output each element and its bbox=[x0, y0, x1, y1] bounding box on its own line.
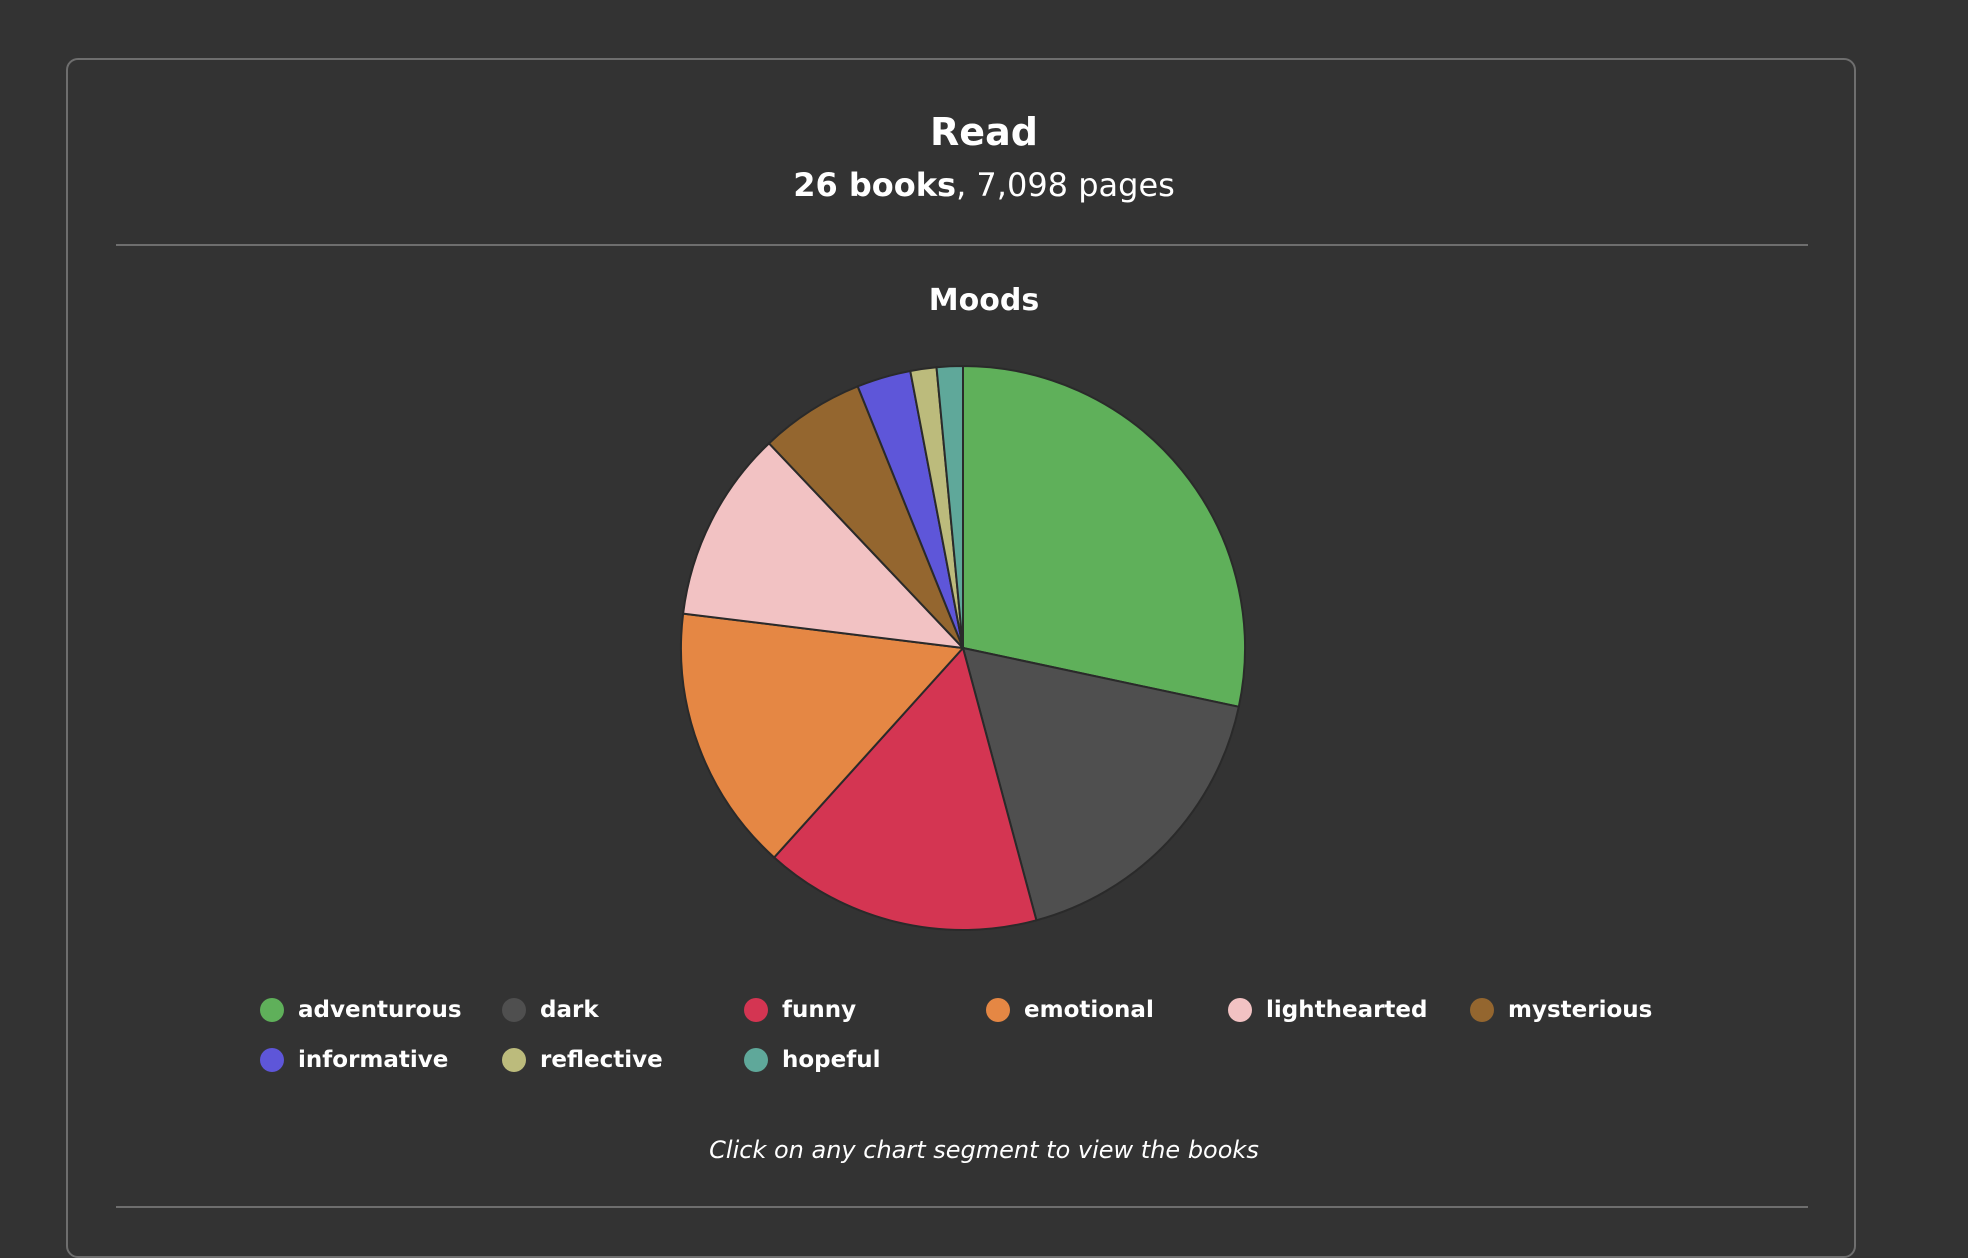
legend-label: funny bbox=[782, 997, 857, 1023]
moods-pie-chart[interactable] bbox=[0, 0, 1968, 1000]
top-divider bbox=[116, 244, 1808, 246]
legend-item-funny[interactable]: funny bbox=[744, 990, 856, 1030]
summary-separator: , bbox=[956, 166, 977, 204]
legend-swatch bbox=[260, 1048, 284, 1072]
chart-title: Moods bbox=[928, 283, 1040, 318]
pages-count: 7,098 pages bbox=[976, 166, 1175, 204]
legend-item-adventurous[interactable]: adventurous bbox=[260, 990, 462, 1030]
legend-item-lighthearted[interactable]: lighthearted bbox=[1228, 990, 1428, 1030]
legend-label: lighthearted bbox=[1266, 997, 1428, 1023]
bottom-divider bbox=[116, 1206, 1808, 1208]
legend-swatch bbox=[502, 998, 526, 1022]
legend-item-dark[interactable]: dark bbox=[502, 990, 599, 1030]
pie-slice-hopeful[interactable] bbox=[935, 364, 964, 649]
legend-item-emotional[interactable]: emotional bbox=[986, 990, 1154, 1030]
legend-label: mysterious bbox=[1508, 997, 1653, 1023]
legend-swatch bbox=[744, 998, 768, 1022]
pie-slice-lighthearted[interactable] bbox=[681, 441, 966, 650]
legend-swatch bbox=[1228, 998, 1252, 1022]
legend-swatch bbox=[260, 998, 284, 1022]
legend-label: hopeful bbox=[782, 1047, 881, 1073]
legend-label: informative bbox=[298, 1047, 449, 1073]
pie-slice-dark[interactable] bbox=[961, 646, 1240, 922]
page-title: Read bbox=[930, 110, 1038, 154]
legend-item-informative[interactable]: informative bbox=[260, 1040, 448, 1080]
books-count: 26 books bbox=[793, 166, 957, 204]
legend-swatch bbox=[986, 998, 1010, 1022]
legend-item-hopeful[interactable]: hopeful bbox=[744, 1040, 881, 1080]
legend-swatch bbox=[1470, 998, 1494, 1022]
legend-swatch bbox=[744, 1048, 768, 1072]
chart-hint: Click on any chart segment to view the b… bbox=[709, 1136, 1259, 1164]
legend-label: emotional bbox=[1024, 997, 1154, 1023]
legend-item-reflective[interactable]: reflective bbox=[502, 1040, 663, 1080]
legend-label: dark bbox=[540, 997, 599, 1023]
legend-swatch bbox=[502, 1048, 526, 1072]
legend-item-mysterious[interactable]: mysterious bbox=[1470, 990, 1652, 1030]
legend-label: reflective bbox=[540, 1047, 663, 1073]
legend-label: adventurous bbox=[298, 997, 462, 1023]
reading-summary: 26 books, 7,098 pages bbox=[0, 166, 1968, 204]
pie-slice-adventurous[interactable] bbox=[962, 364, 1246, 708]
pie-slice-emotional[interactable] bbox=[680, 612, 966, 859]
pie-slice-funny[interactable] bbox=[772, 645, 1038, 931]
